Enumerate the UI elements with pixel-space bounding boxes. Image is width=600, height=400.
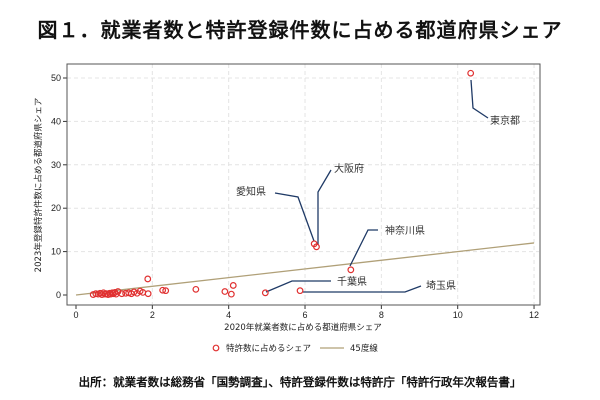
y-tick-label: 20 bbox=[51, 203, 61, 213]
y-tick-label: 40 bbox=[51, 116, 61, 126]
leader-line bbox=[303, 285, 422, 293]
leader-line bbox=[317, 169, 332, 245]
x-tick-label: 8 bbox=[379, 310, 384, 320]
annotation-label: 神奈川県 bbox=[385, 224, 425, 237]
data-point bbox=[162, 287, 170, 295]
data-point bbox=[296, 287, 304, 295]
line-45-degree bbox=[75, 242, 535, 296]
x-tick-label: 2 bbox=[150, 310, 155, 320]
data-point bbox=[118, 290, 126, 298]
data-point bbox=[130, 288, 138, 296]
leader-line bbox=[470, 79, 489, 119]
x-tick-label: 4 bbox=[226, 310, 231, 320]
chart-title: 図１．就業者数と特許登録件数に占める都道府県シェア bbox=[37, 18, 563, 42]
y-axis-label: 2023年登録特許件数に占める都道府県シェア bbox=[33, 98, 44, 273]
data-point bbox=[227, 290, 235, 298]
annotation-label: 大阪府 bbox=[334, 162, 364, 175]
annotation-label: 愛知県 bbox=[236, 185, 266, 198]
annotation-label: 東京都 bbox=[490, 114, 520, 127]
data-point bbox=[221, 288, 229, 295]
data-point bbox=[261, 289, 269, 297]
annotation-label: 埼玉県 bbox=[426, 279, 456, 292]
data-point bbox=[192, 285, 200, 293]
data-point bbox=[313, 243, 320, 251]
x-tick-label: 12 bbox=[529, 310, 539, 320]
plot-frame bbox=[66, 63, 541, 306]
y-tick-label: 30 bbox=[51, 160, 61, 170]
data-point bbox=[159, 286, 167, 294]
data-point bbox=[347, 266, 355, 274]
annotation-label: 千葉県 bbox=[337, 275, 367, 288]
data-point bbox=[144, 290, 152, 298]
legend-label: 特許数に占めるシェア bbox=[226, 343, 311, 354]
leader-line bbox=[265, 280, 331, 293]
leader-line bbox=[349, 229, 378, 267]
x-tick-label: 0 bbox=[73, 310, 78, 320]
x-tick-label: 10 bbox=[453, 310, 463, 320]
leader-line bbox=[274, 192, 315, 242]
data-point bbox=[144, 275, 152, 283]
x-tick-label: 6 bbox=[303, 310, 308, 320]
source-note: 出所：就業者数は総務省「国勢調査」、特許登録件数は特許庁「特許行政年次報告書」 bbox=[78, 375, 522, 389]
y-tick-label: 10 bbox=[51, 247, 61, 257]
legend-label: 45度線 bbox=[350, 343, 378, 354]
y-tick-label: 50 bbox=[51, 73, 61, 83]
data-point bbox=[229, 282, 237, 289]
y-tick-label: 0 bbox=[56, 290, 61, 300]
legend-marker-points bbox=[212, 344, 220, 352]
data-point bbox=[467, 69, 475, 77]
x-axis-label: 2020年就業者数に占める都道府県シェア bbox=[224, 322, 382, 333]
